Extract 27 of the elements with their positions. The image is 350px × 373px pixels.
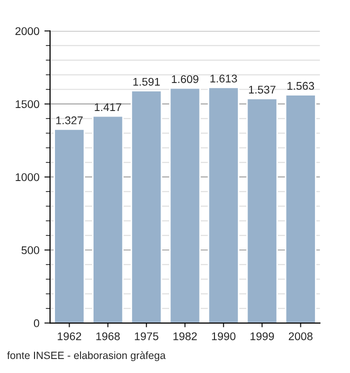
data-label: 1.417 xyxy=(94,103,122,112)
bar xyxy=(54,128,86,324)
data-label: 1.613 xyxy=(210,74,237,82)
y-tick-label: 500 xyxy=(22,246,40,254)
y-tick-label: 0 xyxy=(34,319,40,328)
source-note: fonte INSEE - elaborasion gràfega xyxy=(7,351,166,362)
y-tick-label: 1500 xyxy=(16,100,40,108)
y-tick-label: 1000 xyxy=(16,173,40,182)
bar xyxy=(284,94,316,324)
x-tick-label: 1962 xyxy=(58,332,82,340)
x-tick-label: 1990 xyxy=(212,332,236,340)
bar xyxy=(246,98,278,324)
bar xyxy=(208,86,240,324)
data-label: 1.609 xyxy=(172,75,198,84)
x-tick-label: 1975 xyxy=(134,332,158,340)
bar xyxy=(92,115,124,324)
x-tick-label: 1982 xyxy=(173,332,197,340)
data-label: 1.563 xyxy=(288,82,314,90)
x-tick-label: 1968 xyxy=(96,332,120,340)
data-label: 1.537 xyxy=(249,86,276,94)
data-label: 1.591 xyxy=(133,78,160,86)
bar xyxy=(130,90,162,324)
x-tick-label: 2008 xyxy=(288,332,312,340)
data-label: 1.327 xyxy=(56,116,83,124)
x-tick-label: 1999 xyxy=(250,332,274,340)
y-tick-label: 2000 xyxy=(15,27,40,36)
bar xyxy=(169,87,201,324)
